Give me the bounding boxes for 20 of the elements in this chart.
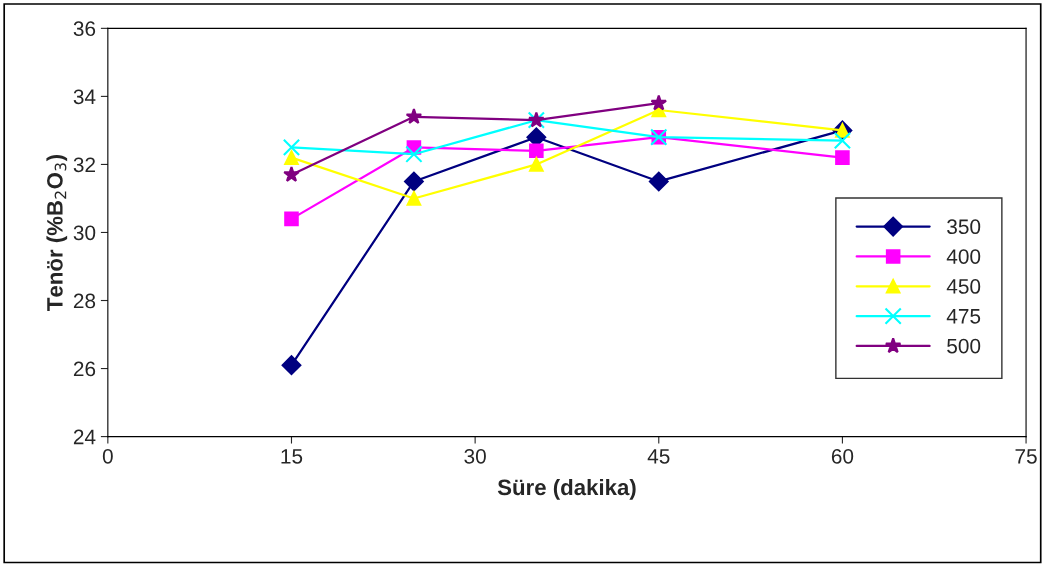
legend-label: 450 (946, 279, 981, 294)
y-tick-label: 24 (73, 429, 96, 445)
legend-label: 350 (947, 219, 981, 235)
y-tick-label: 28 (73, 293, 96, 309)
x-tick-label: 15 (281, 449, 303, 464)
x-axis-title: Süre (dakika) (497, 478, 636, 500)
y-tick-label: 32 (73, 157, 95, 173)
y-tick-label: 26 (73, 361, 96, 377)
y-tick-label: 30 (73, 225, 96, 241)
x-tick-label: 45 (647, 449, 670, 464)
y-axis-title: Tenör (%B$_{2}$O$_{3}$) (46, 155, 68, 311)
y-tick-label: 34 (73, 89, 96, 105)
y-tick-label: 36 (73, 21, 96, 37)
x-tick-label: 75 (1015, 449, 1037, 464)
x-tick-label: 60 (831, 448, 854, 464)
legend-label: 500 (947, 338, 981, 354)
legend-label: 475 (946, 309, 981, 324)
legend-label: 400 (946, 249, 981, 264)
x-tick-label: 0 (102, 448, 113, 464)
x-tick-label: 30 (464, 448, 486, 464)
